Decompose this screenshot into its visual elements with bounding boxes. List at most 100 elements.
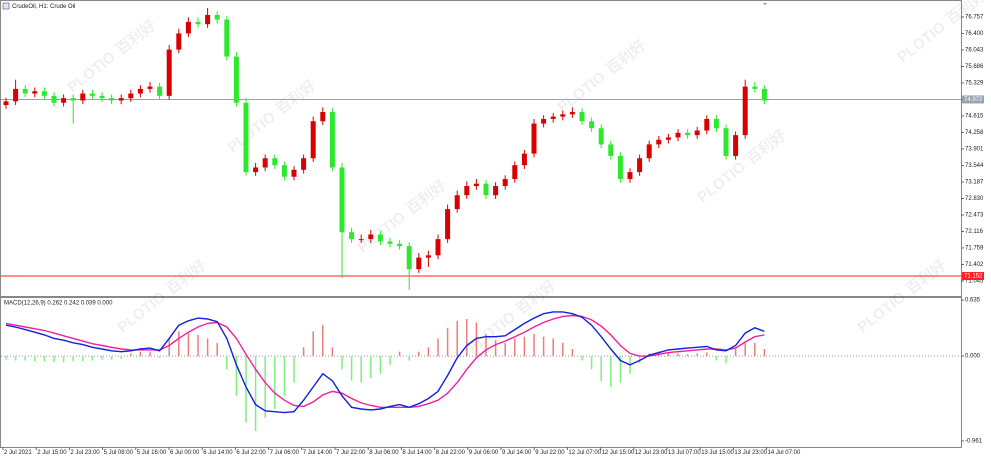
candle-body bbox=[608, 144, 614, 156]
price-label-box bbox=[962, 272, 984, 281]
time-label: 6 Jul 22:00 bbox=[236, 450, 266, 456]
candle-body bbox=[675, 132, 681, 138]
candle-body bbox=[195, 21, 201, 25]
candle-body bbox=[310, 121, 316, 159]
candle-body bbox=[80, 93, 86, 101]
candle-body bbox=[41, 91, 47, 96]
candle-body bbox=[272, 158, 278, 166]
y-tick-label: 0.000 bbox=[965, 354, 981, 360]
candle-body bbox=[339, 167, 345, 233]
candle-body bbox=[483, 183, 489, 196]
candle-body bbox=[301, 158, 307, 170]
candle-body bbox=[502, 179, 508, 186]
candle-body bbox=[262, 158, 268, 168]
candle-body bbox=[377, 234, 383, 242]
time-label: 7 Jul 06:00 bbox=[270, 450, 300, 456]
time-label: 2 Jul 2021 bbox=[4, 450, 32, 456]
candle-body bbox=[243, 102, 249, 173]
candle-body bbox=[3, 101, 9, 106]
candle-body bbox=[118, 98, 124, 101]
candle-body bbox=[70, 98, 76, 101]
candle-body bbox=[752, 86, 758, 89]
price-label: 74.972 bbox=[964, 97, 983, 103]
time-label: 2 Jul 15:00 bbox=[37, 450, 67, 456]
macd-pane-border bbox=[0, 297, 962, 448]
candle-body bbox=[733, 135, 739, 156]
macd-title: MACD(12,26,9) 0.262 0.242 0.039 0.000 bbox=[4, 301, 113, 307]
y-tick-label: 73.544 bbox=[965, 163, 984, 169]
y-tick-label: -0.961 bbox=[965, 438, 983, 444]
chart-header: CrudeOil, H1: Crude Oil bbox=[12, 4, 75, 10]
candle-body bbox=[233, 56, 239, 103]
candle-body bbox=[646, 144, 652, 159]
candle-body bbox=[685, 132, 691, 136]
candle-body bbox=[224, 19, 230, 57]
candle-body bbox=[358, 239, 364, 241]
candle-body bbox=[589, 121, 595, 129]
candle-body bbox=[22, 88, 28, 94]
candle-body bbox=[560, 114, 566, 117]
y-tick-label: 0.635 bbox=[965, 298, 981, 304]
y-tick-label: 74.258 bbox=[965, 130, 984, 136]
time-label: 14 Jul 07:00 bbox=[768, 450, 801, 456]
y-tick-label: 72.830 bbox=[965, 196, 984, 202]
y-tick-label: 71.045 bbox=[965, 279, 984, 285]
candle-body bbox=[205, 14, 211, 25]
candle-body bbox=[176, 33, 182, 50]
candle-body bbox=[723, 128, 729, 156]
candle-body bbox=[109, 98, 115, 101]
candle-body bbox=[166, 49, 172, 96]
candle-body bbox=[137, 88, 143, 94]
y-tick-label: 75.329 bbox=[965, 81, 984, 87]
time-label: 9 Jul 06:00 bbox=[469, 450, 499, 456]
y-tick-label: 71.402 bbox=[965, 262, 984, 268]
y-tick-label: 73.901 bbox=[965, 147, 984, 153]
time-label: 7 Jul 22:00 bbox=[336, 450, 366, 456]
time-label: 8 Jul 14:00 bbox=[402, 450, 432, 456]
candle-body bbox=[397, 243, 403, 247]
candle-body bbox=[32, 91, 38, 94]
y-tick-label: 72.116 bbox=[965, 229, 984, 235]
candle-body bbox=[281, 165, 287, 177]
time-label: 12 Jul 07:00 bbox=[568, 450, 601, 456]
time-label: 6 Jul 00:00 bbox=[170, 450, 200, 456]
price-label: 71.152 bbox=[964, 274, 983, 280]
candle-body bbox=[569, 112, 575, 115]
candle-body bbox=[473, 183, 479, 186]
y-tick-label: 74.615 bbox=[965, 114, 984, 120]
candle-body bbox=[617, 155, 623, 180]
shift-marker bbox=[763, 3, 767, 5]
candle-body bbox=[435, 239, 441, 256]
candle-body bbox=[214, 14, 220, 20]
candle-body bbox=[665, 137, 671, 140]
candle-body bbox=[368, 234, 374, 240]
time-label: 13 Jul 23:00 bbox=[734, 450, 767, 456]
candle-body bbox=[541, 118, 547, 124]
y-tick-label: 71.759 bbox=[965, 246, 984, 252]
time-label: 12 Jul 23:00 bbox=[635, 450, 668, 456]
candle-body bbox=[89, 93, 95, 96]
candle-body bbox=[531, 123, 537, 154]
time-label: 7 Jul 14:00 bbox=[303, 450, 333, 456]
candle-body bbox=[329, 112, 335, 168]
candle-body bbox=[694, 130, 700, 136]
time-label: 5 Jul 08:00 bbox=[104, 450, 134, 456]
candle-body bbox=[406, 246, 412, 270]
symbol-icon bbox=[2, 2, 10, 10]
price-label-box bbox=[962, 95, 984, 104]
macd-line bbox=[5, 311, 765, 414]
candle-body bbox=[454, 195, 460, 210]
y-tick-label: 76.757 bbox=[965, 15, 984, 21]
candle-body bbox=[291, 169, 297, 177]
candle-body bbox=[637, 158, 643, 173]
time-label: 9 Jul 22:00 bbox=[535, 450, 565, 456]
candle-body bbox=[61, 98, 67, 103]
candle-body bbox=[598, 128, 604, 145]
y-tick-label: 72.473 bbox=[965, 213, 984, 219]
candle-body bbox=[147, 86, 153, 89]
candle-body bbox=[627, 172, 633, 180]
candle-body bbox=[128, 93, 134, 99]
candle-body bbox=[425, 255, 431, 258]
